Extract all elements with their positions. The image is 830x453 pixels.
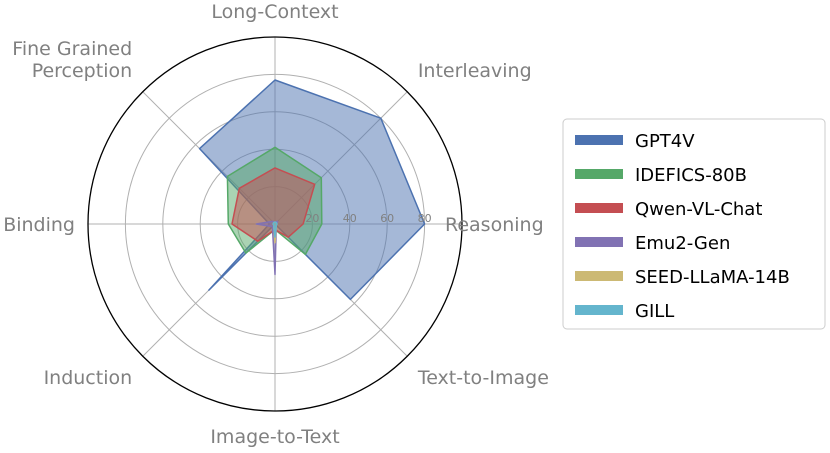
axis-label-line: Text-to-Image: [417, 367, 549, 389]
axis-label-5: Induction: [44, 367, 133, 389]
legend-label-1: IDEFICS-80B: [635, 165, 747, 186]
axis-label-2: Long-Context: [211, 1, 338, 23]
r-tick-label-1: 40: [343, 212, 357, 225]
legend-box: [562, 118, 826, 330]
r-tick-label-3: 80: [418, 212, 432, 225]
axis-label-line: Fine Grained: [12, 38, 132, 60]
axis-labels: Reasoning Interleaving Long-Context Fine Gr…: [0, 1, 549, 448]
axis-label-line: Perception: [32, 60, 132, 82]
legend: GPT4V IDEFICS-80B Qwen-VL-Chat Emu2-Gen SEED…: [562, 118, 826, 330]
legend-swatch-3: [575, 237, 623, 247]
legend-swatch-4: [575, 271, 623, 281]
axis-label-4: Fast Binding: [0, 214, 75, 236]
legend-label-4: SEED-LLaMA-14B: [635, 267, 790, 288]
legend-label-3: Emu2-Gen: [635, 233, 730, 254]
axis-label-line: Long-Context: [211, 1, 338, 23]
axis-label-line: Image-to-Text: [210, 426, 339, 448]
series-5-area: [272, 221, 278, 238]
radial-tick-labels: 20 40 60 80: [305, 212, 431, 225]
axis-label-7: Text-to-Image: [417, 367, 549, 389]
legend-swatch-0: [575, 135, 623, 145]
axis-label-6: Image-to-Text: [210, 426, 339, 448]
legend-swatch-1: [575, 169, 623, 179]
axis-label-1: Interleaving: [418, 60, 532, 82]
legend-label-0: GPT4V: [635, 131, 695, 152]
axis-label-line: Fast Binding: [0, 214, 75, 236]
outer-frame: [87, 36, 463, 412]
legend-label-2: Qwen-VL-Chat: [635, 199, 762, 220]
legend-swatch-2: [575, 203, 623, 213]
r-tick-label-2: 60: [380, 212, 394, 225]
legend-label-5: GILL: [635, 301, 674, 322]
axis-label-line: Interleaving: [418, 60, 532, 82]
series-polygons: [87, 36, 463, 412]
axis-label-3: Fine Grained Perception: [12, 38, 132, 82]
axis-label-line: Reasoning: [445, 214, 544, 236]
axis-label-line: Induction: [44, 367, 133, 389]
series-2-area: [231, 167, 316, 242]
legend-swatch-5: [575, 305, 623, 315]
r-tick-label-0: 20: [305, 212, 319, 225]
axis-label-0: Reasoning: [445, 214, 544, 236]
